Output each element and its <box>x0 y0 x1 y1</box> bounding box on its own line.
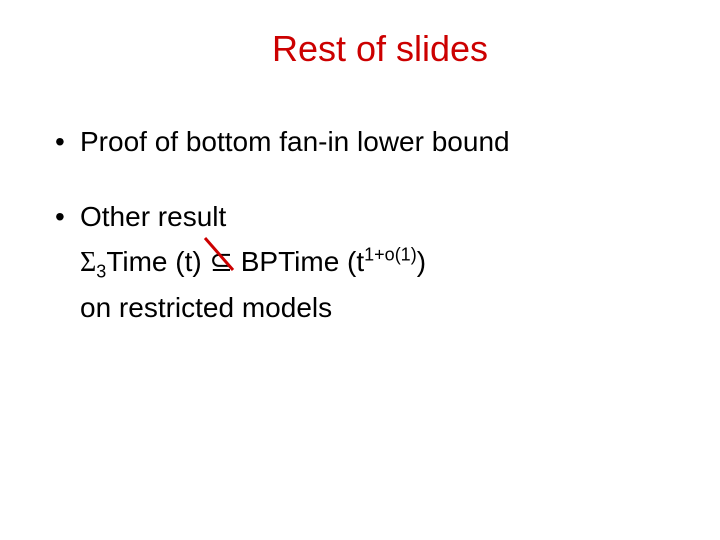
subset-symbol: ⊆ <box>209 246 232 277</box>
subscript-3: 3 <box>96 261 106 281</box>
bullet-item-1: Proof of bottom fan-in lower bound <box>50 120 670 165</box>
bullet-text-2: Other result <box>80 201 226 232</box>
math-expression: Σ3Time (t) ⊆ BPTime (t1+o(1)) <box>80 240 670 286</box>
time-t: Time (t) <box>106 246 209 277</box>
exponent: 1+o(1) <box>364 244 417 264</box>
bullet-list: Proof of bottom fan-in lower bound Other… <box>50 120 670 331</box>
bullet-item-2: Other result Σ3Time (t) ⊆ BPTime (t1+o(1… <box>50 195 670 331</box>
bullet-text-1: Proof of bottom fan-in lower bound <box>80 126 510 157</box>
slide-title: Rest of slides <box>90 28 670 70</box>
bptime: BPTime (t <box>233 246 364 277</box>
continuation-text: on restricted models <box>80 286 670 331</box>
sigma-symbol: Σ <box>80 247 96 278</box>
slide-container: Rest of slides Proof of bottom fan-in lo… <box>0 0 720 381</box>
subset-wrapper: ⊆ <box>209 240 232 285</box>
close-paren: ) <box>417 246 426 277</box>
